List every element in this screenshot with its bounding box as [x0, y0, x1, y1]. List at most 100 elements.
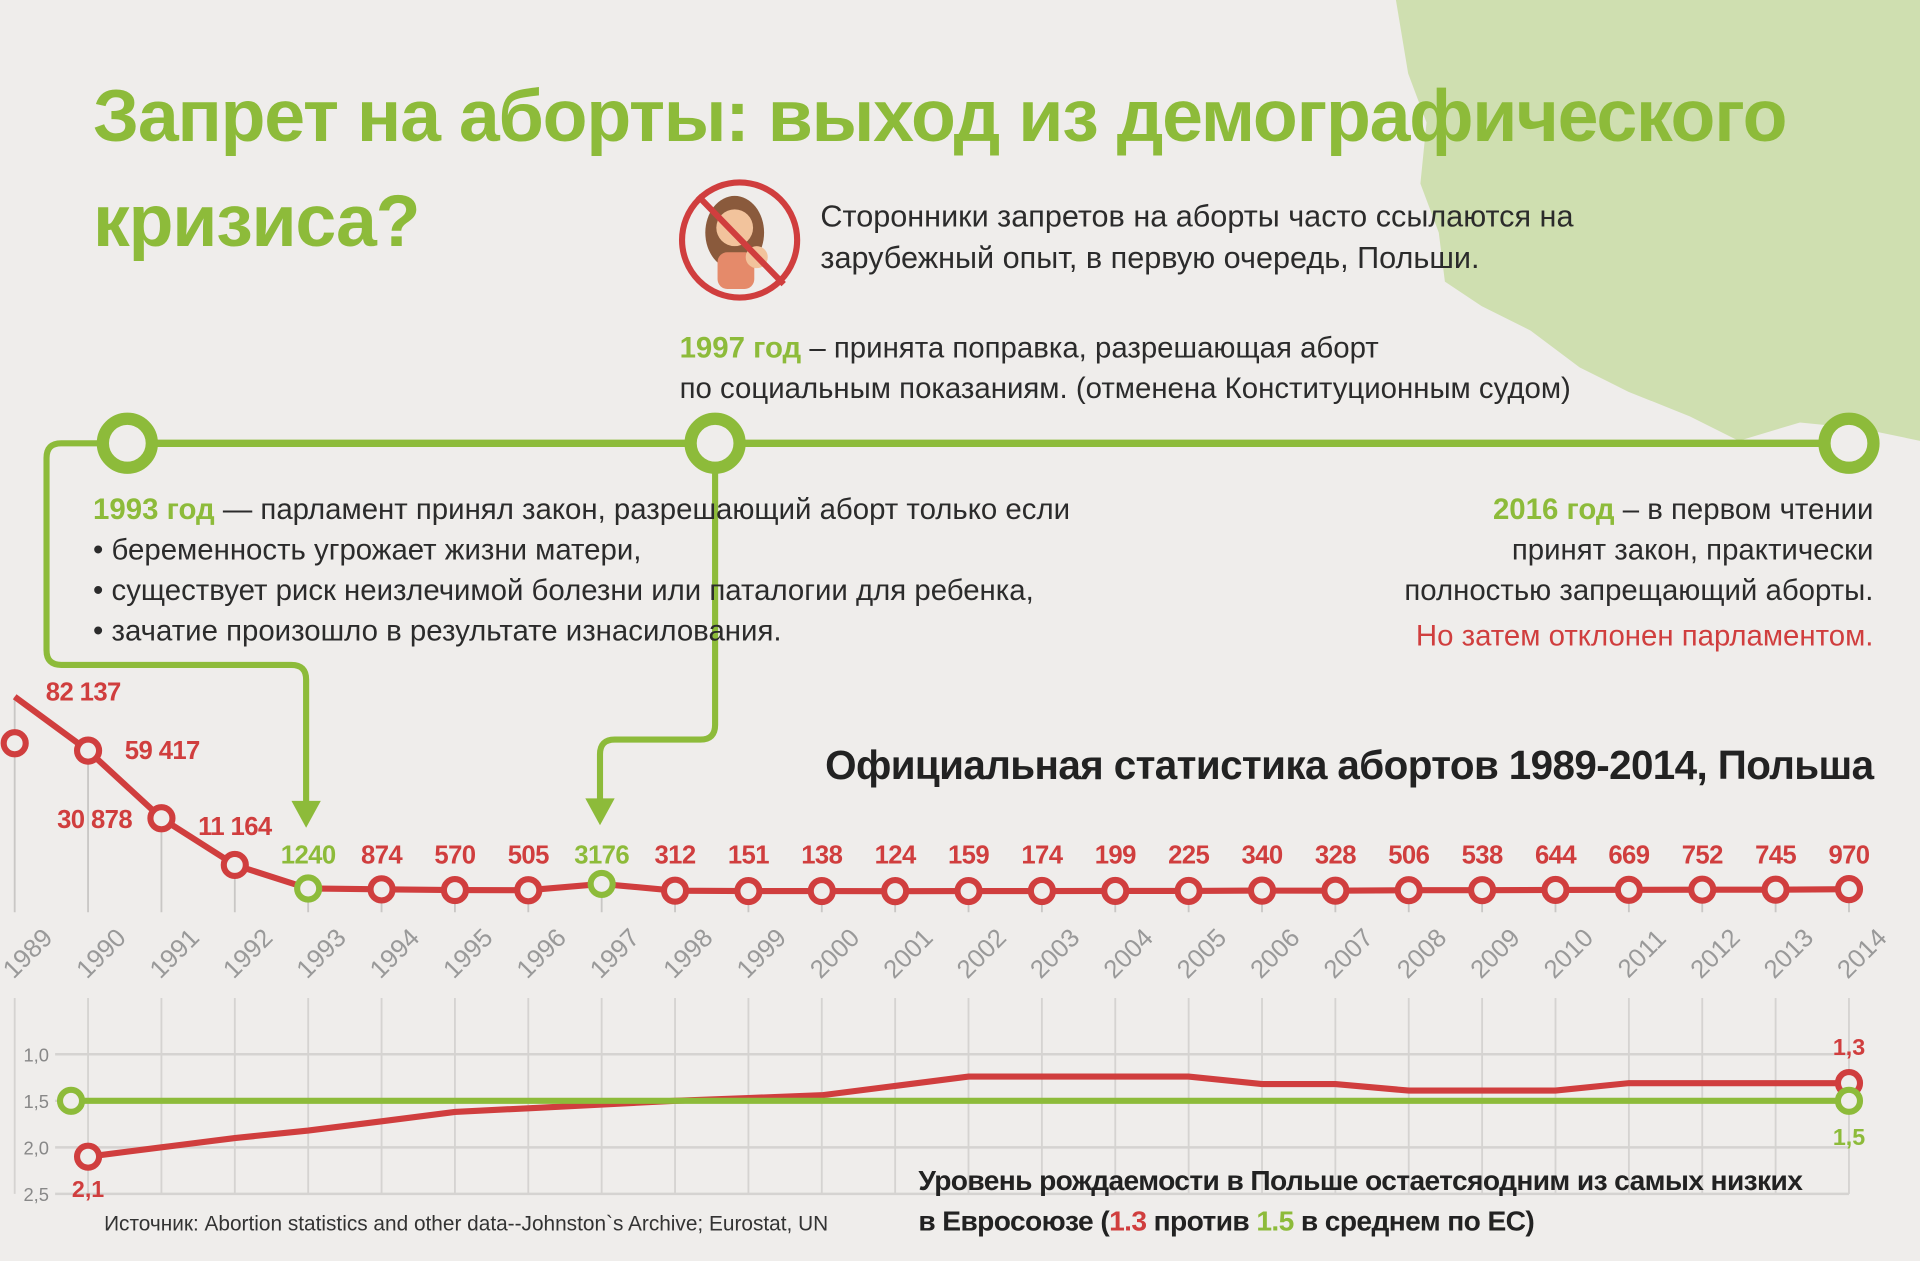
year-label: 2001 [878, 924, 938, 984]
year-label: 2002 [952, 924, 1012, 984]
year-label: 2005 [1172, 924, 1232, 984]
bullet: • существует риск неизлечимой болезни ил… [93, 574, 1034, 608]
birthrate-chart: 1,0 1,5 2,0 2,5 2,1 1,3 1,5 [23, 1034, 1865, 1205]
data-point [807, 877, 836, 906]
year-label: 1991 [145, 924, 205, 984]
y-tick-label: 1,5 [23, 1091, 49, 1112]
data-point [1468, 876, 1497, 905]
data-label: 30 878 [57, 806, 132, 834]
intro-text: Сторонники запретов на аборты часто ссыл… [820, 199, 1574, 276]
data-point [294, 874, 323, 903]
data-label: 669 [1608, 841, 1649, 869]
year-label: 1995 [438, 924, 498, 984]
bullet: • беременность угрожает жизни матери, [93, 533, 642, 567]
year-label: 1999 [732, 924, 792, 984]
year-label: 2000 [805, 924, 865, 984]
year-label: 2006 [1245, 924, 1305, 984]
bullet: • зачатие произошло в результате изнасил… [93, 614, 782, 648]
data-point [1834, 875, 1864, 904]
series-end-label: 1,3 [1833, 1034, 1865, 1060]
data-point [1247, 876, 1277, 905]
year-label: 2013 [1759, 924, 1819, 984]
year-label: 1990 [71, 924, 131, 984]
data-label: 199 [1095, 841, 1136, 869]
data-point [73, 736, 103, 765]
note-text: против [1146, 1204, 1257, 1237]
y-tick-label: 1,0 [23, 1045, 49, 1066]
data-label: 1240 [281, 841, 336, 869]
data-label: 82 137 [46, 678, 121, 706]
event-1993: 1993 год — парламент принял закон, разре… [93, 490, 1195, 652]
year-label: 2008 [1392, 924, 1452, 984]
arrow-1993 [291, 800, 321, 828]
event-1997-text2: по социальным показаниям. (отменена Конс… [679, 372, 1571, 406]
year-label: 2009 [1465, 924, 1525, 984]
data-label: 59 417 [125, 737, 200, 765]
timeline [43, 412, 1880, 809]
year-label: 1997 [585, 924, 645, 984]
data-point [1174, 876, 1203, 905]
data-label: 506 [1388, 841, 1429, 869]
birthrate-note: Уровень рождаемости в Польше остаетсяодн… [918, 1161, 1898, 1242]
year-label: 1996 [512, 924, 572, 984]
data-label: 328 [1315, 841, 1356, 869]
year-label: 2012 [1686, 924, 1746, 984]
data-point [514, 876, 543, 905]
year-label: 2007 [1319, 924, 1379, 984]
series-start-label: 2,1 [72, 1176, 104, 1202]
data-point [954, 876, 983, 906]
data-point [1321, 876, 1350, 905]
data-label: 570 [434, 841, 475, 869]
series-end-label: 1,5 [1833, 1124, 1865, 1150]
series-end-point [1834, 1086, 1864, 1115]
data-label: 874 [361, 841, 403, 869]
data-label: 644 [1535, 841, 1577, 869]
arrow-1997 [585, 798, 615, 826]
data-point [1394, 876, 1423, 905]
source-text: Источник: Abortion statistics and other … [104, 1212, 829, 1236]
event-1993-text: — парламент принял закон, разрешающий аб… [214, 493, 1071, 527]
data-point [1688, 875, 1717, 904]
poland-map-shape [1395, 0, 1920, 441]
data-label: 174 [1021, 841, 1063, 869]
data-point [1761, 875, 1790, 904]
year-label: 2014 [1832, 924, 1892, 984]
abortion-chart-title: Официальная статистика абортов 1989-2014… [825, 742, 1874, 788]
data-label: 745 [1755, 841, 1796, 869]
data-point [1101, 876, 1130, 906]
year-label: 1992 [218, 924, 278, 984]
year-label: 2010 [1539, 924, 1599, 984]
year-label: 1993 [291, 924, 351, 984]
data-point [660, 876, 690, 905]
data-point [881, 877, 910, 906]
year-label: 2004 [1099, 924, 1159, 984]
data-point [0, 729, 29, 758]
data-label: 124 [875, 841, 917, 869]
event-1997-text: – принята поправка, разрешающая аборт [801, 331, 1379, 365]
event-1997-year: 1997 год [679, 331, 802, 365]
data-point [587, 869, 616, 898]
no-abortion-icon [678, 179, 801, 301]
data-label: 11 164 [198, 813, 273, 841]
data-label: 151 [728, 841, 769, 869]
event-2016: 2016 год – в первом чтении принят закон,… [1261, 490, 1873, 657]
year-label: 2003 [1025, 924, 1085, 984]
data-point [734, 876, 763, 906]
data-label: 505 [508, 841, 549, 869]
event-2016-text: – в первом чтении [1614, 493, 1874, 527]
event-1997: 1997 год – принята поправка, разрешающая… [680, 328, 1660, 409]
data-label: 312 [655, 841, 696, 869]
series-line-poland [87, 1073, 1849, 1160]
data-point [147, 804, 176, 833]
data-label: 752 [1682, 841, 1723, 869]
data-label: 3176 [574, 841, 629, 869]
series-start-point [56, 1086, 86, 1115]
data-label: 138 [801, 841, 842, 869]
y-tick-label: 2,5 [23, 1184, 49, 1205]
event-2016-rejected: Но затем отклонен парламентом. [1415, 619, 1874, 653]
note-text: в среднем по ЕС) [1293, 1204, 1535, 1237]
event-2016-text2: принят закон, практически [1511, 533, 1874, 567]
eu-rate: 1.5 [1256, 1204, 1294, 1237]
data-label: 159 [948, 841, 989, 869]
